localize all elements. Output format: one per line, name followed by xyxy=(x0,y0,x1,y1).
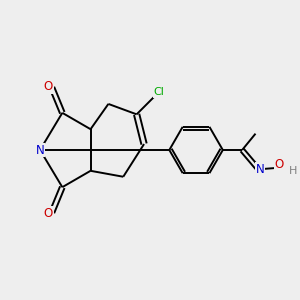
Text: N: N xyxy=(36,143,44,157)
Text: Cl: Cl xyxy=(154,87,164,97)
Text: N: N xyxy=(256,163,264,176)
Text: O: O xyxy=(44,207,53,220)
Text: O: O xyxy=(44,80,53,93)
Text: H: H xyxy=(289,166,297,176)
Text: O: O xyxy=(275,158,284,171)
